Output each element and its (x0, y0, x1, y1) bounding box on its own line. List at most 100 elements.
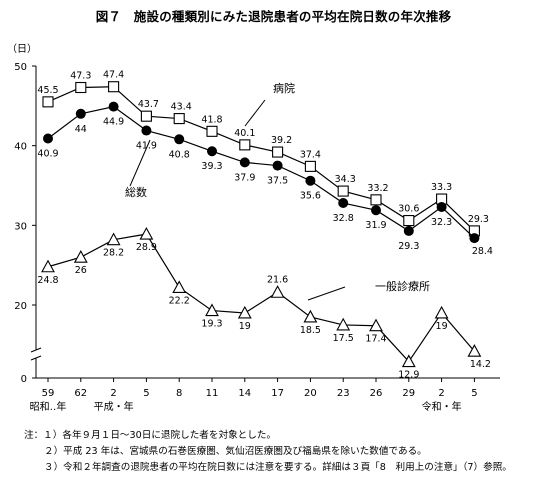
y-tick-label: 40 (14, 142, 27, 153)
x-tick-label: 20 (304, 388, 317, 399)
data-label: 22.2 (169, 295, 190, 306)
data-label: 29.3 (398, 241, 419, 252)
y-unit-label: （日） (7, 43, 37, 55)
total-point (272, 160, 283, 171)
data-label: 37.5 (267, 176, 288, 187)
data-label: 44 (75, 124, 87, 135)
y-tick-label: 30 (14, 221, 27, 232)
data-label: 41.8 (201, 114, 222, 125)
data-label: 32.3 (431, 217, 452, 228)
data-label: 47.3 (70, 71, 91, 82)
data-label: 28.4 (472, 246, 493, 257)
data-label: 28.2 (103, 248, 124, 259)
hospital-point (140, 110, 152, 122)
era-label: 令和・年 (422, 400, 462, 413)
data-label: 44.9 (103, 117, 124, 128)
data-label: 12.9 (398, 370, 419, 381)
clinic-point (270, 285, 285, 298)
era-label: 平成・年 (94, 400, 134, 413)
data-label: 43.4 (171, 102, 192, 113)
note-2: ２）平成 23 年は、宮城県の石巻医療圏、気仙沼医療圏及び福島県を除いた数値であ… (44, 446, 427, 457)
series-line-1 (47, 105, 475, 239)
data-label: 33.3 (431, 182, 452, 193)
total-point (469, 233, 480, 244)
total-point (338, 198, 349, 209)
hospital-point (206, 125, 218, 137)
y-tick-label: 20 (14, 301, 27, 312)
hospital-point (173, 113, 185, 125)
data-label: 40.8 (169, 149, 190, 160)
data-label: 37.9 (234, 172, 255, 183)
data-label: 17.5 (333, 333, 354, 344)
total-point (403, 225, 414, 236)
y-tick-label: 0 (21, 374, 27, 385)
data-label: 19 (436, 321, 448, 332)
data-label: 34.3 (335, 174, 356, 185)
x-tick-label: 5 (471, 388, 477, 399)
x-tick-label: 23 (337, 388, 350, 399)
data-label: 29.3 (468, 214, 489, 225)
chart-title: 図７ 施設の種類別にみた退院患者の平均在院日数の年次推移 (95, 9, 452, 24)
x-tick-label: 62 (74, 388, 87, 399)
x-tick-label: 59 (42, 388, 55, 399)
data-label: 14.2 (470, 359, 491, 370)
hospital-point (108, 81, 120, 93)
total-point (75, 108, 86, 119)
hospital-point (42, 96, 54, 108)
series-name-label: 病院 (273, 81, 295, 95)
clinic-point (237, 305, 252, 319)
x-tick-label: 11 (206, 388, 219, 399)
hospital-point (304, 160, 316, 172)
series-leader-line (129, 139, 151, 187)
clinic-point (73, 250, 88, 263)
y-tick-label: 50 (14, 62, 27, 73)
total-point (108, 101, 119, 112)
clinic-point (172, 280, 187, 294)
x-tick-label: 5 (143, 388, 149, 399)
clinic-point (467, 344, 482, 357)
data-label: 40.1 (234, 128, 255, 139)
data-label: 41.9 (136, 141, 157, 152)
clinic-point (336, 317, 351, 331)
x-tick-label: 2 (110, 388, 116, 399)
data-label: 39.2 (271, 135, 292, 146)
total-point (305, 175, 316, 186)
note-3: ３）令和２年調査の退院患者の平均在院日数には注意を要する。詳細は３頁「8 利用上… (44, 462, 512, 473)
data-label: 47.4 (103, 70, 124, 81)
data-label: 32.8 (333, 213, 354, 224)
hospital-point (370, 194, 382, 206)
series-name-label: 一般診療所 (375, 279, 430, 293)
axis-break-mark (30, 347, 42, 361)
series-leader-line (307, 286, 346, 301)
total-point (207, 146, 217, 157)
data-label: 33.2 (367, 183, 388, 194)
hospital-point (272, 146, 284, 158)
data-label: 19.3 (201, 319, 222, 330)
clinic-point (41, 259, 55, 273)
clinic-point (401, 354, 416, 368)
data-label: 31.9 (365, 220, 386, 231)
clinic-point (106, 232, 121, 246)
hospital-point (239, 139, 251, 151)
era-label: 昭和‥年 (30, 400, 67, 413)
clinic-point (139, 226, 154, 240)
note-1: 注：１）各年９月１日～30日に退院した者を対象とした。 (24, 430, 277, 441)
data-label: 24.8 (37, 275, 58, 286)
data-label: 26 (75, 265, 87, 276)
data-label: 19 (239, 321, 251, 332)
x-tick-label: 29 (402, 388, 415, 399)
total-point (141, 125, 152, 136)
x-tick-label: 26 (370, 388, 383, 399)
data-label: 43.7 (138, 99, 159, 110)
hospital-point (337, 185, 349, 197)
x-tick-label: 8 (176, 388, 182, 399)
series-line-2 (47, 233, 475, 363)
x-tick-label: 17 (271, 388, 284, 399)
data-label: 35.6 (300, 191, 321, 202)
data-label: 28.9 (136, 242, 157, 253)
clinic-point (434, 305, 449, 319)
total-point (371, 205, 381, 216)
x-tick-label: 14 (238, 388, 251, 399)
